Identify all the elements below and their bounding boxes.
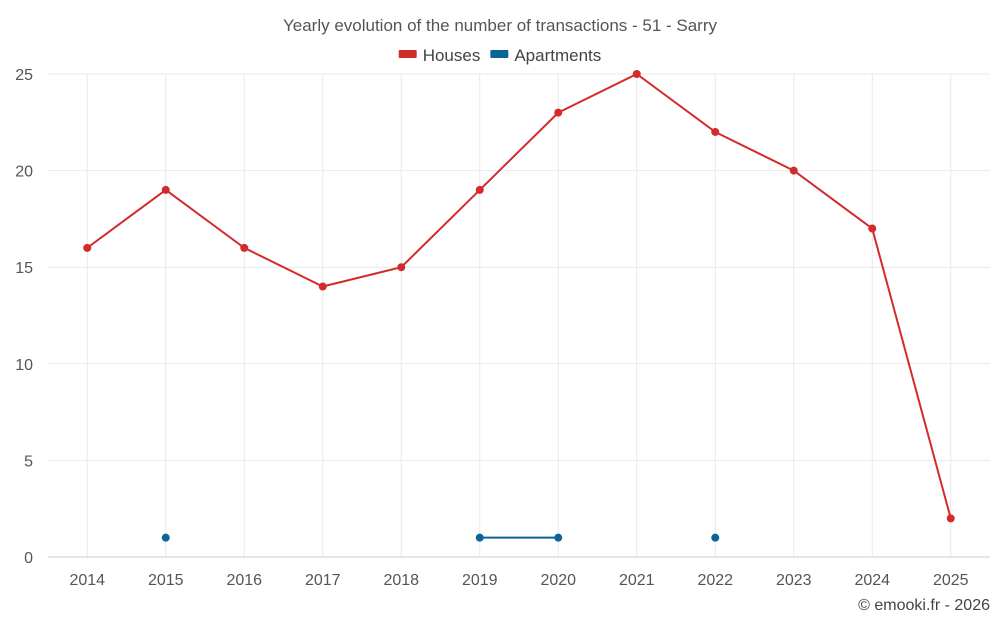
credit-text: © emooki.fr - 2026 [858, 597, 990, 614]
x-tick-label: 2015 [148, 572, 184, 589]
x-tick-label: 2014 [69, 572, 105, 589]
data-point[interactable] [554, 108, 563, 117]
data-point[interactable] [868, 224, 877, 233]
y-tick-label: 15 [15, 260, 33, 277]
data-point[interactable] [83, 243, 92, 252]
data-point[interactable] [161, 533, 170, 542]
series-line [86, 73, 952, 519]
data-point[interactable] [554, 533, 563, 542]
grid [48, 73, 990, 558]
data-point[interactable] [240, 243, 249, 252]
series-apartments [161, 533, 720, 542]
y-tick-label: 5 [24, 453, 33, 470]
y-tick-label: 25 [15, 67, 33, 84]
x-tick-label: 2025 [933, 572, 969, 589]
series-houses [83, 70, 955, 523]
legend-label: Houses [423, 46, 481, 65]
x-tick-label: 2022 [697, 572, 733, 589]
legend-label: Apartments [514, 46, 601, 65]
legend-swatch [398, 50, 417, 58]
x-axis: 2014 2015 2016 2017 2018 2019 2020 2021 2022 2023… [69, 572, 968, 589]
x-tick-label: 2019 [462, 572, 498, 589]
data-point[interactable] [789, 166, 798, 175]
data-point[interactable] [397, 263, 406, 272]
legend: Houses Apartments [398, 46, 601, 65]
data-point[interactable] [318, 282, 327, 291]
data-point[interactable] [946, 514, 955, 523]
y-tick-label: 20 [15, 164, 33, 181]
data-point[interactable] [475, 533, 484, 542]
data-point[interactable] [632, 70, 641, 78]
data-point[interactable] [711, 127, 720, 136]
x-tick-label: 2017 [305, 572, 341, 589]
y-axis: 0 5 10 15 20 25 [15, 67, 33, 567]
x-tick-label: 2016 [226, 572, 262, 589]
series-layer [83, 70, 955, 542]
data-point[interactable] [711, 533, 720, 542]
legend-swatch [490, 50, 509, 58]
legend-item-houses[interactable]: Houses [398, 46, 481, 65]
x-tick-label: 2020 [540, 572, 576, 589]
y-tick-label: 10 [15, 357, 33, 374]
data-point[interactable] [161, 185, 170, 194]
legend-item-apartments[interactable]: Apartments [490, 46, 601, 65]
x-tick-label: 2021 [619, 572, 655, 589]
x-tick-label: 2023 [776, 572, 812, 589]
y-tick-label: 0 [24, 550, 33, 567]
data-point[interactable] [475, 185, 484, 194]
x-tick-label: 2024 [854, 572, 890, 589]
chart-title: Yearly evolution of the number of transa… [283, 16, 718, 35]
x-tick-label: 2018 [383, 572, 419, 589]
